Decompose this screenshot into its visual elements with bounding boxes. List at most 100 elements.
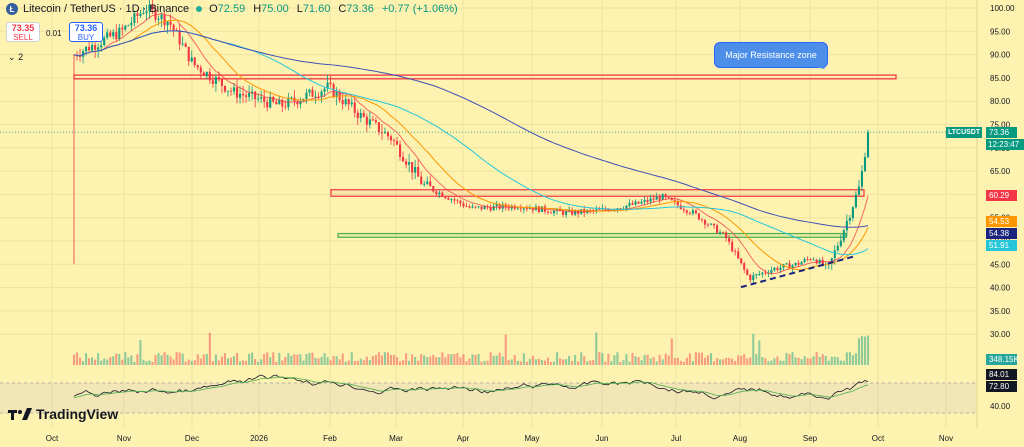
candle-body	[235, 87, 239, 98]
buy-button[interactable]: 73.36 BUY	[69, 22, 103, 42]
volume-bar	[568, 355, 571, 365]
volume-bar	[353, 360, 356, 365]
x-tick-label: Sep	[803, 434, 818, 443]
volume-bar	[208, 332, 211, 365]
pair-label[interactable]: Litecoin / TetherUS · 1D · Binance	[23, 3, 190, 15]
volume-bar	[565, 359, 568, 365]
candle-body	[362, 112, 365, 117]
candle-body	[598, 209, 601, 211]
candle-body	[456, 200, 459, 202]
candle-body	[229, 90, 233, 92]
volume-bar	[513, 355, 516, 365]
indicator-count: 2	[18, 52, 24, 62]
volume-bar	[106, 359, 109, 365]
candle-body	[661, 194, 664, 200]
x-tick-label: Feb	[323, 434, 337, 443]
volume-bar	[193, 360, 196, 365]
volume-bar	[682, 361, 685, 365]
volume-bar	[181, 353, 184, 365]
candle-body	[709, 223, 713, 225]
volume-bar	[640, 360, 643, 365]
candle-body	[260, 97, 263, 99]
volume-bar	[761, 357, 764, 365]
candle-body	[127, 25, 130, 27]
candle-body	[794, 262, 797, 266]
volume-bar	[323, 353, 326, 365]
candle-body	[118, 27, 121, 40]
tradingview-logo[interactable]: TradingView	[8, 406, 118, 422]
candle-body	[676, 201, 679, 206]
candle-body	[148, 4, 151, 12]
volume-bar	[519, 361, 522, 365]
volume-bar	[139, 340, 142, 365]
rsi-tick-label: 40.00	[990, 402, 1011, 411]
volume-bar	[112, 356, 115, 365]
volume-bar	[344, 361, 347, 365]
volume-bar	[764, 358, 767, 365]
volume-bar	[94, 359, 97, 365]
volume-bar	[462, 354, 465, 365]
volume-bar	[507, 360, 510, 365]
candle-body	[737, 251, 740, 259]
volume-bar	[389, 354, 393, 365]
candle-body	[552, 210, 556, 214]
volume-bar	[205, 353, 208, 365]
candle-body	[94, 45, 97, 50]
volume-bar	[368, 359, 371, 365]
candle-body	[815, 259, 818, 264]
candle-body	[785, 263, 788, 265]
candle-body	[516, 208, 519, 210]
volume-bar	[326, 357, 329, 365]
volume-bar	[386, 352, 390, 365]
volume-bar	[91, 357, 94, 365]
volume-bar	[700, 352, 704, 365]
candle-body	[245, 95, 248, 97]
rsi-tag: 72.80	[986, 381, 1017, 392]
candle-body	[353, 102, 356, 113]
volume-bar	[673, 358, 676, 365]
candle-body	[281, 99, 284, 107]
chart-header: Ł Litecoin / TetherUS · 1D · Binance O72…	[6, 3, 461, 15]
volume-bar	[752, 333, 755, 365]
volume-bar	[435, 357, 438, 365]
volume-bar	[432, 354, 435, 365]
candle-body	[389, 136, 393, 141]
volume-bar	[72, 354, 76, 365]
volume-bar	[694, 352, 697, 365]
volume-bar	[109, 357, 112, 365]
volume-bar	[622, 360, 625, 365]
candle-body	[565, 211, 568, 215]
volume-bar	[836, 357, 839, 365]
candle-body	[121, 27, 124, 30]
indicators-toggle[interactable]: ⌄ 2	[8, 52, 23, 63]
volume-bar	[426, 357, 429, 365]
volume-bar	[350, 352, 353, 365]
resistance-annotation[interactable]: Major Resistance zone	[714, 42, 828, 68]
sell-button[interactable]: 73.35 SELL	[6, 22, 40, 42]
volume-bar	[214, 354, 217, 365]
volume-bar	[148, 360, 151, 365]
candle-body	[248, 93, 251, 97]
volume-bar	[97, 353, 100, 365]
candle-body	[589, 209, 592, 211]
volume-bar	[725, 357, 728, 365]
volume-bar	[399, 361, 402, 365]
volume-bar	[157, 353, 160, 365]
candle-body	[429, 181, 432, 187]
volume-bar	[619, 361, 622, 365]
candle-body	[166, 21, 169, 26]
volume-bar	[818, 356, 821, 365]
x-tick-label: May	[524, 434, 539, 443]
volume-bar	[601, 352, 604, 365]
volume-bar	[661, 359, 664, 365]
volume-bar	[851, 355, 854, 365]
candle-body	[740, 258, 743, 264]
candle-body	[411, 162, 414, 173]
volume-bar	[574, 354, 577, 365]
candle-body	[703, 219, 707, 225]
volume-bar	[809, 358, 812, 365]
volume-bar	[311, 352, 314, 365]
volume-bar	[456, 353, 459, 365]
candle-body	[719, 232, 722, 234]
